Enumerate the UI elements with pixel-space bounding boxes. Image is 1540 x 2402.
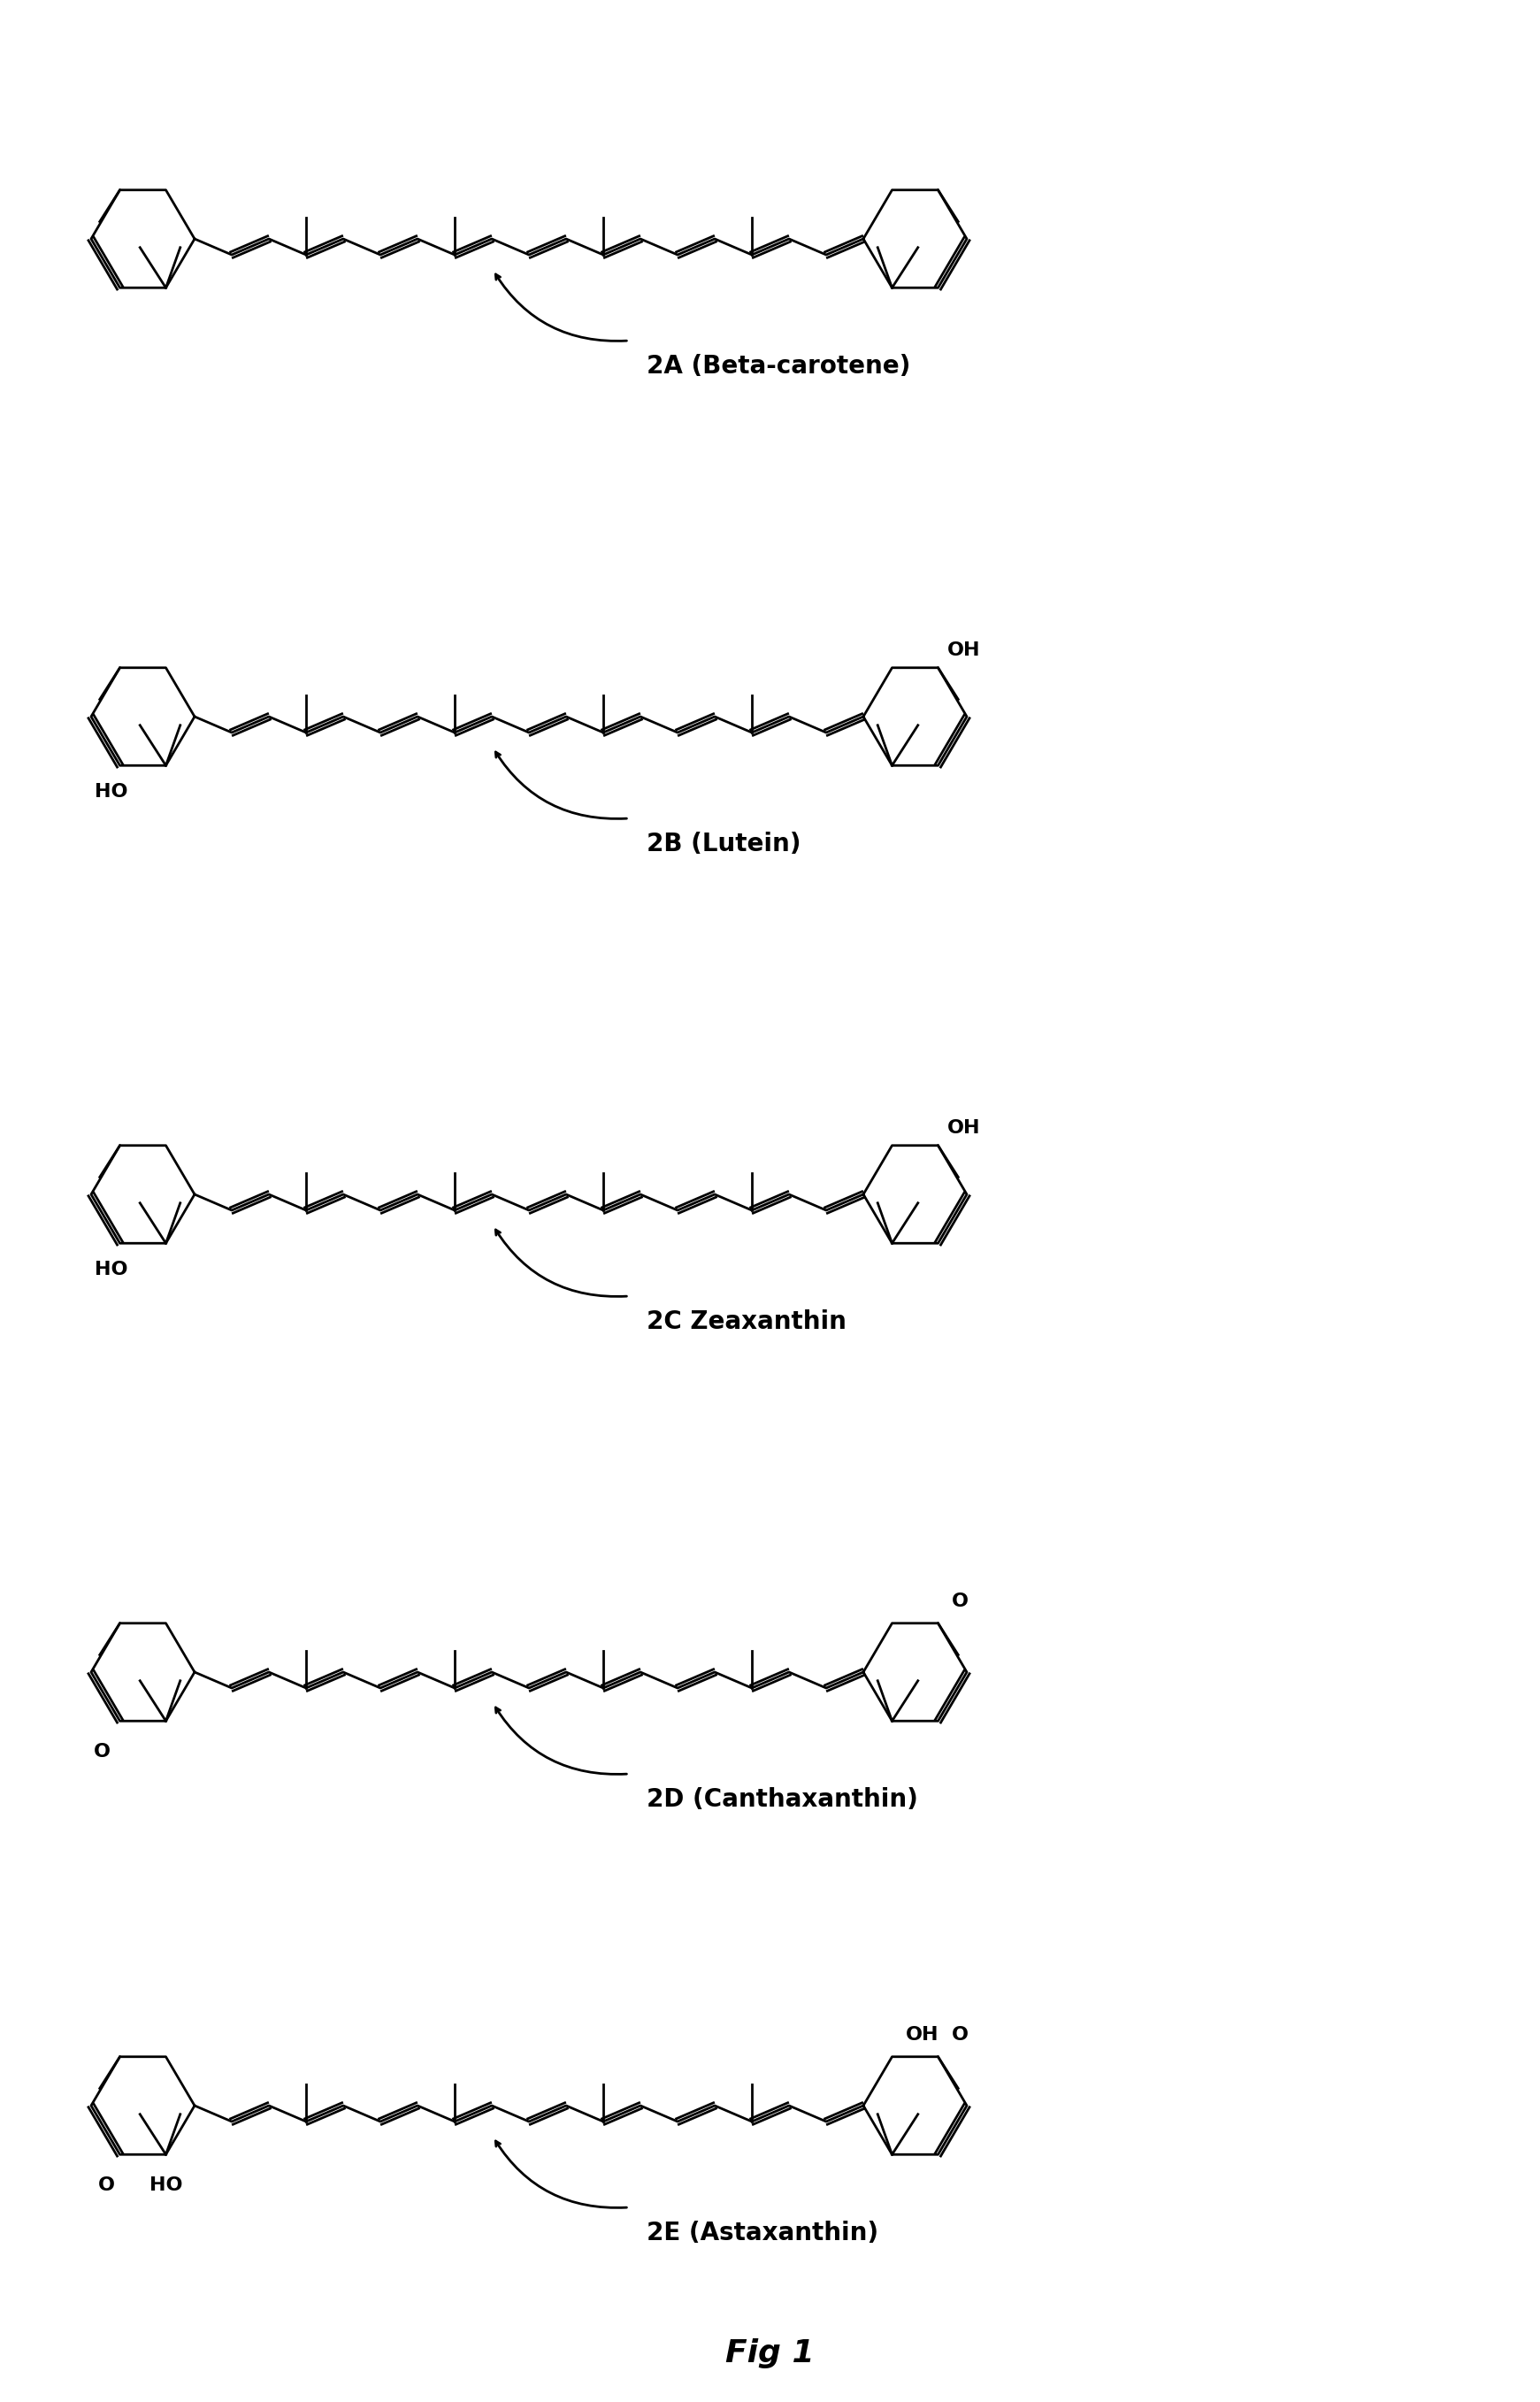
Text: OH: OH: [947, 1119, 979, 1136]
Text: 2A (Beta-carotene): 2A (Beta-carotene): [647, 353, 910, 380]
Text: OH: OH: [906, 2025, 938, 2044]
Text: OH: OH: [947, 641, 979, 658]
Text: Fig 1: Fig 1: [725, 2337, 815, 2368]
Text: 2C Zeaxanthin: 2C Zeaxanthin: [647, 1309, 847, 1333]
Text: O: O: [952, 1593, 969, 1609]
Text: 2D (Canthaxanthin): 2D (Canthaxanthin): [647, 1787, 918, 1811]
Text: 2E (Astaxanthin): 2E (Astaxanthin): [647, 2219, 879, 2246]
Text: HO: HO: [94, 783, 128, 800]
Text: O: O: [94, 1744, 111, 1761]
Text: O: O: [952, 2025, 969, 2044]
Text: HO: HO: [94, 1261, 128, 1278]
Text: 2B (Lutein): 2B (Lutein): [647, 831, 801, 858]
Text: O: O: [99, 2176, 115, 2195]
Text: HO: HO: [149, 2176, 182, 2195]
